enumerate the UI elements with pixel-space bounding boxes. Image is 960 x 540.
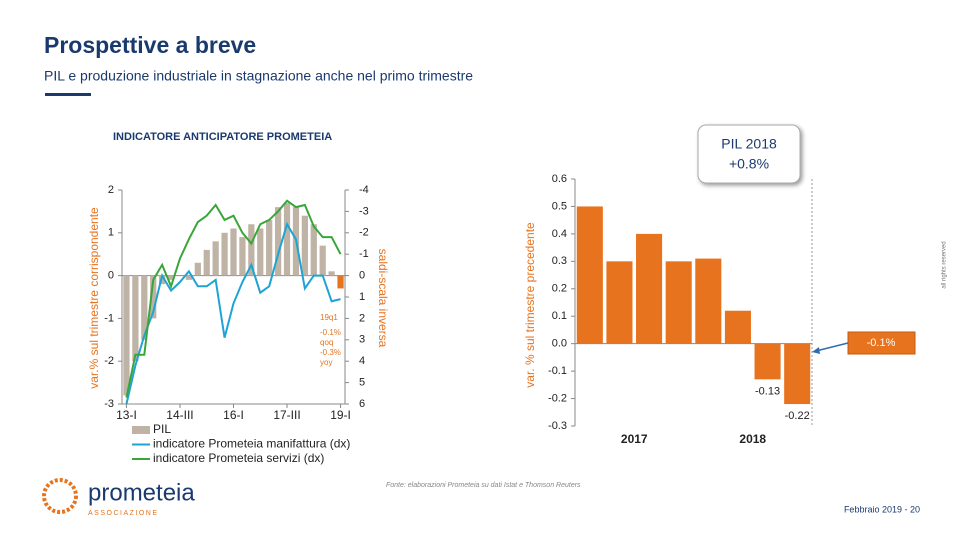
callout-text: PIL 2018 xyxy=(721,136,777,152)
bar xyxy=(132,275,139,362)
bar xyxy=(266,219,273,276)
bar xyxy=(784,343,811,405)
y-tick-label: -3 xyxy=(104,398,114,410)
bar xyxy=(606,261,633,344)
chart-title: INDICATORE ANTICIPATORE PROMETEIA xyxy=(113,131,332,143)
bar xyxy=(194,262,201,276)
bar xyxy=(695,258,722,344)
logo-mark xyxy=(42,478,78,514)
bar xyxy=(221,232,228,276)
bar xyxy=(141,275,148,340)
bar xyxy=(724,310,751,344)
y-tick-label: -0.3 xyxy=(548,420,567,432)
page-number: Febbraio 2019 - 20 xyxy=(844,504,920,514)
callout-arrowhead xyxy=(812,347,820,354)
bar xyxy=(248,224,255,276)
y-tick-label: 0.5 xyxy=(552,200,567,212)
bar xyxy=(754,343,781,380)
rights-note: all rights reserved xyxy=(942,241,948,288)
y-tick-label: -0.2 xyxy=(548,392,567,404)
legend-label: indicatore Prometeia manifattura (dx) xyxy=(153,437,350,451)
y-tick-label: -2 xyxy=(104,355,114,367)
y-axis-label: var. % sul trimestre precedente xyxy=(523,222,537,388)
y2-tick-label: 6 xyxy=(359,398,365,410)
annotation: -0.1% xyxy=(320,328,341,337)
value-label: -0.22 xyxy=(785,410,810,422)
callout-arrow xyxy=(815,342,849,352)
y2-axis-label: saldi-scala inversa xyxy=(376,249,390,348)
y2-tick-label: -1 xyxy=(359,248,369,260)
bar xyxy=(665,261,692,344)
y-tick-label: 0.0 xyxy=(552,338,567,350)
y2-tick-label: 4 xyxy=(359,355,365,367)
bar xyxy=(159,275,166,285)
x-tick-label: 17-III xyxy=(273,408,300,422)
logo-text: prometeia xyxy=(88,479,195,506)
slide-subtitle: PIL e produzione industriale in stagnazi… xyxy=(44,68,473,84)
x-tick-label: 16-I xyxy=(223,408,244,422)
bar xyxy=(274,207,282,276)
y2-tick-label: 2 xyxy=(359,312,365,324)
bar xyxy=(167,275,175,280)
y-tick-label: 0.2 xyxy=(552,283,567,295)
bar xyxy=(301,215,308,276)
y-tick-label: 1 xyxy=(108,227,114,239)
bar xyxy=(328,271,335,276)
source-note: Fonte: elaborazioni Prometeia su dati Is… xyxy=(386,482,581,489)
y-tick-label: 0.6 xyxy=(552,173,567,185)
y-axis-label: var.% sul trimestre corrispondente xyxy=(87,207,101,389)
y-tick-label: 0 xyxy=(108,270,114,282)
y-tick-label: 0.4 xyxy=(552,228,567,240)
bar xyxy=(150,275,157,319)
y-tick-label: 0.1 xyxy=(552,310,567,322)
x-tick-label: 14-III xyxy=(166,408,193,422)
y2-tick-label: 0 xyxy=(359,270,365,282)
bar xyxy=(337,275,344,289)
logo-subtext: ASSOCIAZIONE xyxy=(88,510,159,517)
x-tick-label: 13-I xyxy=(116,408,137,422)
bar xyxy=(123,275,130,396)
bar xyxy=(257,228,264,276)
title-rule xyxy=(45,93,91,96)
y-tick-label: -0.1 xyxy=(548,365,567,377)
callout-box xyxy=(697,124,801,184)
callout-text: -0.1% xyxy=(867,337,896,349)
line xyxy=(125,221,341,405)
bar xyxy=(319,245,326,276)
bar xyxy=(203,249,210,276)
bar xyxy=(310,224,317,276)
bar xyxy=(185,275,193,280)
value-label: -0.13 xyxy=(755,385,780,397)
y2-tick-label: 1 xyxy=(359,291,365,303)
legend-label: PIL xyxy=(153,422,171,436)
callout-text: +0.8% xyxy=(729,156,769,172)
y2-tick-label: 5 xyxy=(359,377,365,389)
slide-title: Prospettive a breve xyxy=(44,32,256,58)
bar xyxy=(239,237,246,276)
group-label: 2017 xyxy=(621,432,648,446)
y2-tick-label: -2 xyxy=(359,227,369,239)
group-label: 2018 xyxy=(739,432,766,446)
bar xyxy=(212,241,219,276)
y-tick-label: 0.3 xyxy=(552,255,567,267)
bar xyxy=(576,206,603,344)
x-tick-label: 19-I xyxy=(330,408,351,422)
line xyxy=(125,199,342,398)
y2-tick-label: -4 xyxy=(359,184,369,196)
bar xyxy=(636,233,663,344)
y-tick-label: 2 xyxy=(108,184,114,196)
annotation: yoy xyxy=(320,358,332,367)
legend-swatch xyxy=(132,426,150,434)
bar xyxy=(283,202,291,276)
bar xyxy=(230,228,237,276)
y2-tick-label: 3 xyxy=(359,334,365,346)
annotation: qoq xyxy=(320,338,333,347)
annotation: -0.3% xyxy=(320,348,341,357)
y-tick-label: -1 xyxy=(104,312,114,324)
y2-tick-label: -3 xyxy=(359,205,369,217)
legend-label: indicatore Prometeia servizi (dx) xyxy=(153,451,324,465)
annotation: 19q1 xyxy=(320,313,338,322)
